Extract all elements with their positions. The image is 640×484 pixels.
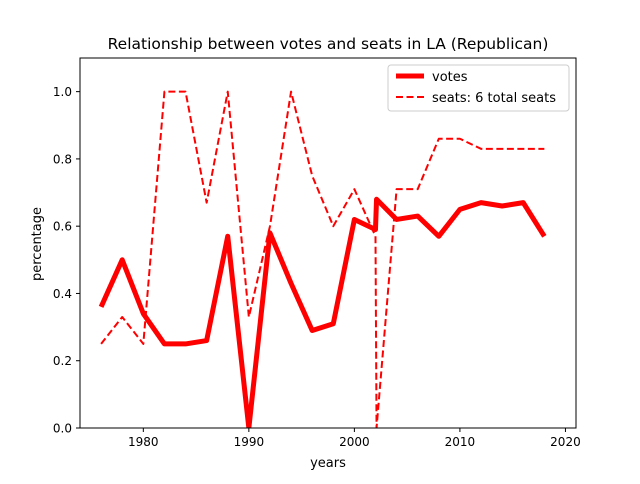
- x-tick-label: 2010: [445, 435, 476, 449]
- x-axis-label: years: [310, 456, 346, 471]
- y-tick-label: 0.8: [53, 152, 72, 166]
- plot-area: [98, 90, 547, 428]
- y-tick-label: 0.4: [53, 287, 72, 301]
- series-group: [98, 90, 547, 428]
- x-tick-label: 1980: [128, 435, 159, 449]
- y-tick-label: 0.0: [53, 422, 72, 436]
- legend-seats-label: seats: 6 total seats: [432, 91, 556, 106]
- x-tick-label: 2020: [550, 435, 581, 449]
- y-tick-label: 0.6: [53, 220, 72, 234]
- legend-frame: [387, 64, 570, 112]
- y-tick-label: 1.0: [53, 85, 72, 99]
- y-axis-label: percentage: [30, 207, 45, 281]
- axes: 1980 1990 2000 2010 2020 0.0 0.2 0.4 0.6 0.8 1.0: [53, 57, 581, 449]
- x-tick-label: 1990: [234, 435, 265, 449]
- chart-title: Relationship between votes and seats in …: [108, 35, 549, 53]
- series-line-votes: [98, 196, 547, 428]
- legend-votes-label: votes: [432, 70, 468, 85]
- axes-frame: [79, 57, 577, 429]
- y-tick-label: 0.2: [53, 354, 72, 368]
- x-tick-label: 2000: [339, 435, 370, 449]
- series-line-seats: [100, 90, 545, 428]
- legend: votes seats: 6 total seats: [387, 64, 570, 112]
